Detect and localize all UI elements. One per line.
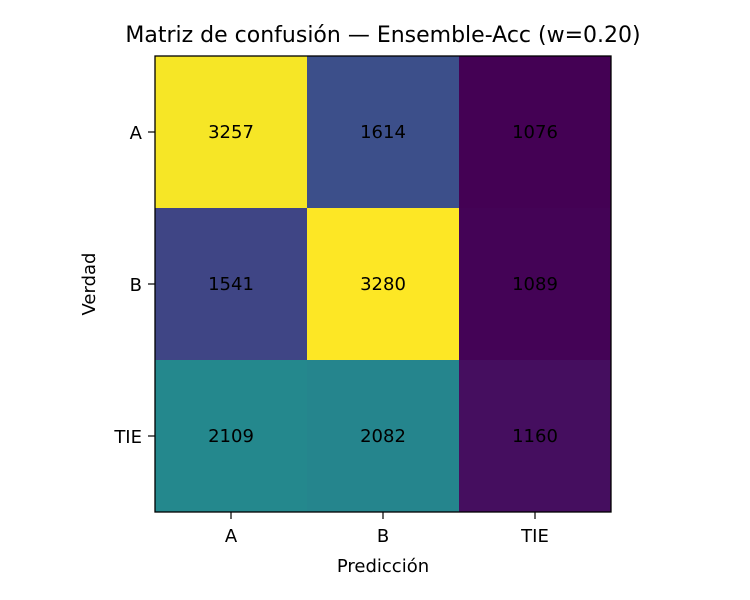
x-axis-label: Predicción <box>337 556 429 577</box>
x-tick-label: B <box>377 526 389 547</box>
cell-value-label: 2109 <box>208 426 254 447</box>
heatmap-cell <box>155 360 308 513</box>
y-tick-label: A <box>130 123 143 144</box>
cell-value-label: 1089 <box>512 274 558 295</box>
x-axis-ticks: A B TIE <box>225 512 549 547</box>
heatmap-cell <box>155 56 308 209</box>
y-axis-ticks: A B TIE <box>113 123 155 448</box>
heatmap-cell <box>307 360 460 513</box>
heatmap-cell <box>307 208 460 361</box>
cell-value-label: 3257 <box>208 122 254 143</box>
cell-value-label: 1160 <box>512 426 558 447</box>
heatmap-cell <box>459 56 612 209</box>
cell-value-label: 1541 <box>208 274 254 295</box>
heatmap-cells <box>155 56 612 513</box>
y-tick-label: B <box>130 275 142 296</box>
heatmap-cell <box>459 208 612 361</box>
cell-value-label: 1076 <box>512 122 558 143</box>
x-tick-label: TIE <box>520 526 549 547</box>
cell-value-label: 2082 <box>360 426 406 447</box>
heatmap-cell-labels: 3257 1614 1076 1541 3280 1089 2109 2082 1160 <box>208 122 558 447</box>
y-tick-label: TIE <box>113 427 142 448</box>
cell-value-label: 3280 <box>360 274 406 295</box>
cell-value-label: 1614 <box>360 122 406 143</box>
heatmap-cell <box>307 56 460 209</box>
chart-title: Matriz de confusión — Ensemble-Acc (w=0.… <box>125 23 640 48</box>
heatmap-cell <box>155 208 308 361</box>
heatmap-cell <box>459 360 612 513</box>
x-tick-label: A <box>225 526 238 547</box>
y-axis-label: Verdad <box>79 253 100 316</box>
